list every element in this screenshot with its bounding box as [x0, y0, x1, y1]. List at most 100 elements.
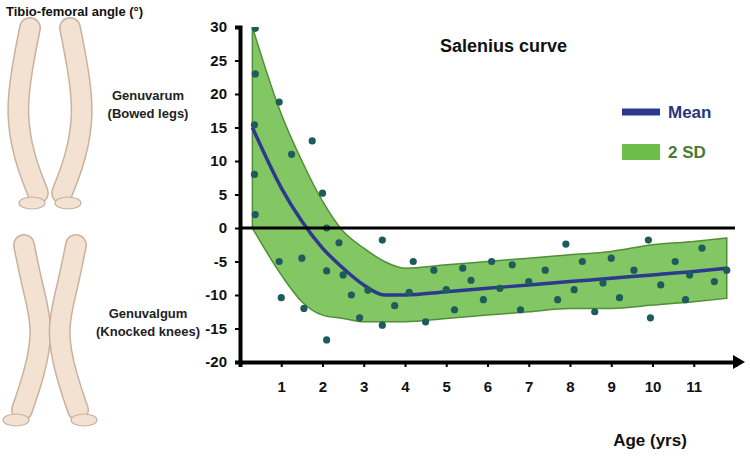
data-point	[340, 271, 347, 278]
x-tick-mark	[405, 362, 407, 367]
y-tick-label: 10	[210, 152, 227, 169]
x-axis: 1234567891011	[241, 362, 736, 395]
data-point	[379, 236, 386, 243]
data-point	[496, 285, 503, 292]
y-tick: 0	[219, 219, 240, 236]
leg-outline	[62, 28, 82, 193]
y-tick-mark	[235, 261, 240, 263]
data-point	[608, 255, 615, 262]
data-point	[300, 305, 307, 312]
axis-arrow	[733, 355, 745, 369]
data-point	[298, 255, 305, 262]
data-point	[278, 294, 285, 301]
y-tick-mark	[235, 228, 240, 230]
leg-outline	[22, 245, 40, 410]
leg-outline	[60, 245, 78, 410]
data-point	[410, 258, 417, 265]
y-tick: 25	[210, 52, 240, 69]
data-point	[467, 277, 474, 284]
x-tick-mark	[363, 362, 365, 367]
legend-swatch	[622, 144, 660, 160]
y-tick-mark	[235, 194, 240, 196]
y-tick: 15	[210, 119, 240, 136]
y-tick: 5	[219, 186, 240, 203]
x-tick-label: 4	[401, 378, 410, 395]
data-point	[276, 98, 283, 105]
y-tick-mark	[235, 127, 240, 129]
x-tick-label: 1	[278, 378, 286, 395]
data-point	[686, 271, 693, 278]
data-point	[252, 70, 259, 77]
x-tick-label: 8	[566, 378, 574, 395]
y-tick-label: 20	[210, 85, 227, 102]
x-tick: 7	[525, 362, 533, 395]
x-tick-mark	[528, 362, 530, 367]
data-point	[379, 322, 386, 329]
y-tick-mark	[235, 328, 240, 330]
chart-title: Salenius curve	[440, 36, 567, 56]
x-tick-mark	[693, 362, 695, 367]
data-point	[711, 278, 718, 285]
x-axis-title: Age (yrs)	[613, 431, 687, 450]
y-tick: 10	[210, 152, 240, 169]
y-tick-label: 15	[210, 119, 227, 136]
data-point	[657, 281, 664, 288]
y-tick-label: 30	[210, 18, 227, 35]
leg	[18, 28, 38, 193]
mean-line	[252, 128, 726, 296]
x-tick-label: 9	[608, 378, 616, 395]
data-point	[443, 286, 450, 293]
leg	[60, 245, 78, 410]
y-tick-mark	[235, 27, 240, 29]
y-tick-mark	[235, 94, 240, 96]
foot	[3, 414, 29, 426]
x-tick: 11	[686, 362, 702, 395]
x-tick: 6	[484, 362, 492, 395]
y-tick: 20	[210, 85, 240, 102]
y-tick-label: -20	[205, 353, 227, 370]
data-point	[406, 289, 413, 296]
y-tick: 30	[210, 18, 240, 35]
x-tick-mark	[652, 362, 654, 367]
data-point	[591, 308, 598, 315]
y-tick-label: 5	[219, 186, 227, 203]
legend-swatch	[622, 109, 660, 116]
data-point	[364, 287, 371, 294]
data-point	[525, 278, 532, 285]
data-point	[430, 267, 437, 274]
plot-area	[251, 27, 731, 343]
data-point	[599, 279, 606, 286]
x-tick: 9	[608, 362, 616, 395]
leg-outline	[18, 28, 38, 193]
sd-band	[252, 27, 726, 322]
x-tick: 5	[443, 362, 451, 395]
data-point	[698, 245, 705, 252]
data-point	[459, 265, 466, 272]
data-point	[682, 296, 689, 303]
data-point	[480, 296, 487, 303]
y-tick-mark	[235, 295, 240, 297]
data-point	[319, 190, 326, 197]
data-point	[571, 286, 578, 293]
legend: Mean2 SD	[622, 103, 711, 162]
data-point	[579, 258, 586, 265]
data-point	[276, 258, 283, 265]
data-point	[422, 318, 429, 325]
data-point	[252, 27, 259, 32]
y-tick-label: 0	[219, 219, 227, 236]
y-tick: -15	[205, 320, 240, 337]
foot	[71, 414, 97, 426]
y-tick: -5	[214, 253, 240, 270]
x-tick-label: 3	[360, 378, 368, 395]
data-point	[647, 314, 654, 321]
data-point	[323, 336, 330, 343]
x-tick: 4	[401, 362, 410, 395]
data-point	[288, 151, 295, 158]
x-tick-mark	[281, 362, 283, 367]
annotation: Genuvalgum(Knocked knees)	[96, 306, 200, 339]
data-point	[562, 240, 569, 247]
data-point	[517, 306, 524, 313]
data-point	[356, 314, 363, 321]
x-tick: 10	[645, 362, 662, 395]
x-tick-mark	[487, 362, 489, 367]
